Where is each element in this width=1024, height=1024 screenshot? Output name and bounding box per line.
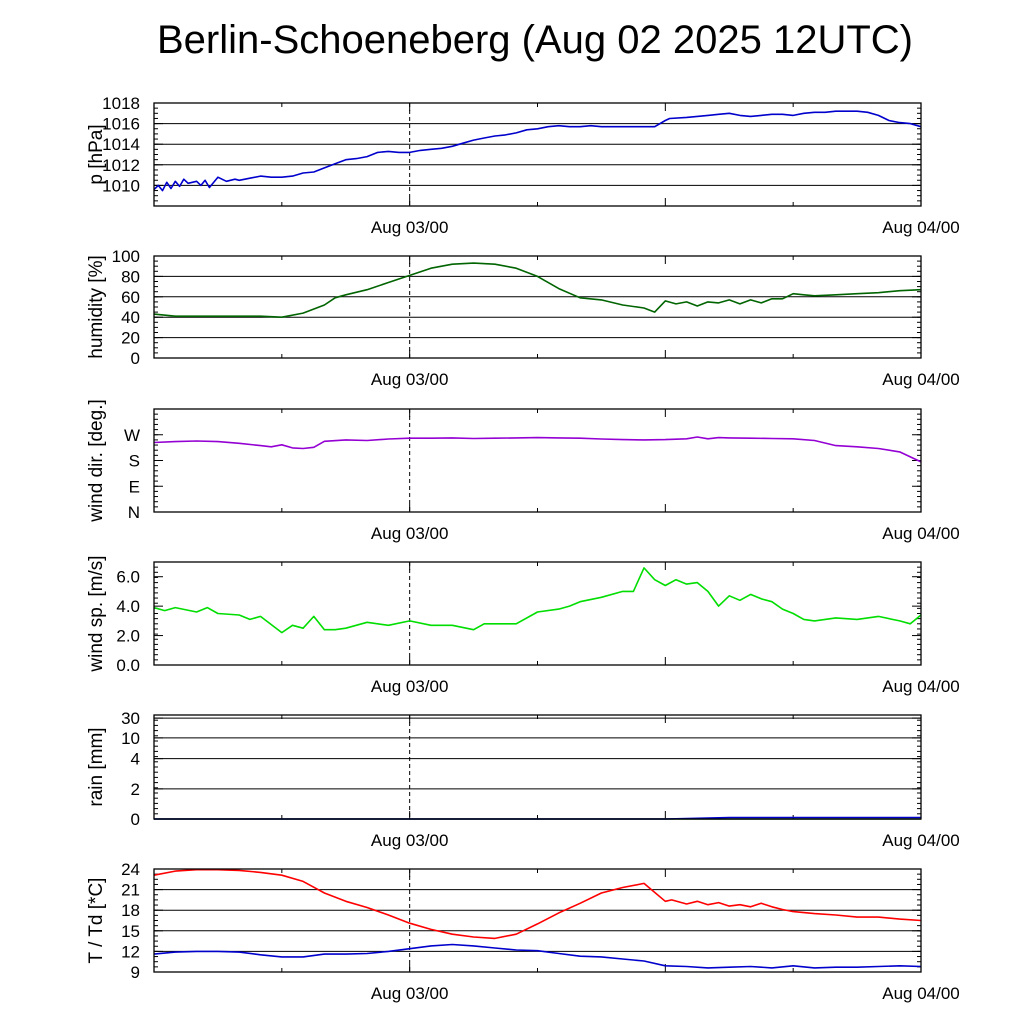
series-line (153, 436, 922, 463)
plot-frame (153, 255, 922, 359)
y-tick-label: 1016 (102, 115, 140, 134)
plot-frame (153, 102, 922, 207)
y-axis-label: p [hPa] (86, 124, 107, 184)
y-tick-label: 4.0 (116, 597, 140, 616)
y-tick-label: N (128, 503, 140, 522)
y-tick-label: 0 (131, 349, 140, 368)
y-tick-label: S (129, 452, 140, 471)
y-tick-label: 0 (131, 810, 140, 829)
y-axis-label: wind sp. [m/s] (86, 555, 107, 672)
series-line (153, 262, 922, 319)
y-tick-label: 9 (131, 963, 140, 982)
chart-title: Berlin-Schoeneberg (Aug 02 2025 12UTC) (157, 18, 913, 62)
plot-frame (153, 408, 922, 513)
x-tick-label: Aug 04/00 (882, 984, 960, 1003)
x-tick-label: Aug 04/00 (882, 370, 960, 389)
series-line (153, 567, 922, 634)
y-tick-label: 6.0 (116, 568, 140, 587)
plot-frame (153, 561, 922, 666)
series-line (153, 943, 922, 969)
y-tick-label: 18 (121, 901, 140, 920)
y-tick-label: 4 (131, 750, 140, 769)
y-axis-label: humidity [%] (86, 255, 107, 358)
y-tick-label: 60 (121, 288, 140, 307)
x-tick-label: Aug 04/00 (882, 218, 960, 237)
x-tick-label: Aug 04/00 (882, 677, 960, 696)
x-tick-label: Aug 03/00 (371, 831, 449, 850)
x-tick-label: Aug 03/00 (371, 677, 449, 696)
y-tick-label: 1010 (102, 176, 140, 195)
x-tick-label: Aug 03/00 (371, 984, 449, 1003)
series-line (153, 868, 922, 940)
y-tick-label: 2.0 (116, 627, 140, 646)
y-tick-label: 1012 (102, 156, 140, 175)
panel-4: 0.0 2.0 4.0 6.0 Aug 03/00 Aug 04/00 wind sp. [… (86, 555, 960, 696)
x-tick-label: Aug 04/00 (882, 524, 960, 543)
y-tick-label: 15 (121, 922, 140, 941)
y-tick-label: 40 (121, 308, 140, 327)
y-tick-label: 0.0 (116, 656, 140, 675)
y-tick-label: 21 (121, 881, 140, 900)
x-tick-label: Aug 03/00 (371, 524, 449, 543)
plot-frame (153, 714, 922, 820)
y-tick-label: E (129, 477, 140, 496)
y-tick-label: 20 (121, 329, 140, 348)
y-axis-label: T / Td [*C] (86, 878, 107, 964)
y-tick-label: 1014 (102, 135, 140, 154)
y-tick-label: W (124, 426, 140, 445)
x-tick-label: Aug 03/00 (371, 370, 449, 389)
x-tick-label: Aug 04/00 (882, 831, 960, 850)
y-tick-label: 80 (121, 267, 140, 286)
y-tick-label: 10 (121, 729, 140, 748)
y-axis-label: rain [mm] (86, 727, 107, 806)
y-tick-label: 12 (121, 942, 140, 961)
y-tick-label: 24 (121, 860, 140, 879)
x-tick-label: Aug 03/00 (371, 218, 449, 237)
y-axis-label: wind dir. [deg.] (86, 399, 107, 523)
y-tick-label: 2 (131, 780, 140, 799)
y-tick-label: 1018 (102, 94, 140, 113)
y-tick-label: 100 (112, 247, 140, 266)
y-tick-label: 30 (121, 709, 140, 728)
series-line (153, 110, 922, 192)
plot-frame (153, 868, 922, 973)
